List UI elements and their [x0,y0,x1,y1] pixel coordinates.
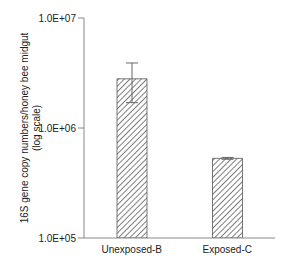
html-text:16S gene copy numbers/honey be: 16S gene copy numbers/honey bee midgut [19,32,30,224]
html-text:(log scale): (log scale) [31,104,42,152]
svg-text:1.0E+07: 1.0E+07 [38,13,76,24]
svg-text:1.0E+06: 1.0E+06 [38,123,76,134]
svg-text:Unexposed-B: Unexposed-B [101,244,162,255]
svg-text:Exposed-C: Exposed-C [203,244,252,255]
svg-text:1.0E+05: 1.0E+05 [38,233,76,244]
